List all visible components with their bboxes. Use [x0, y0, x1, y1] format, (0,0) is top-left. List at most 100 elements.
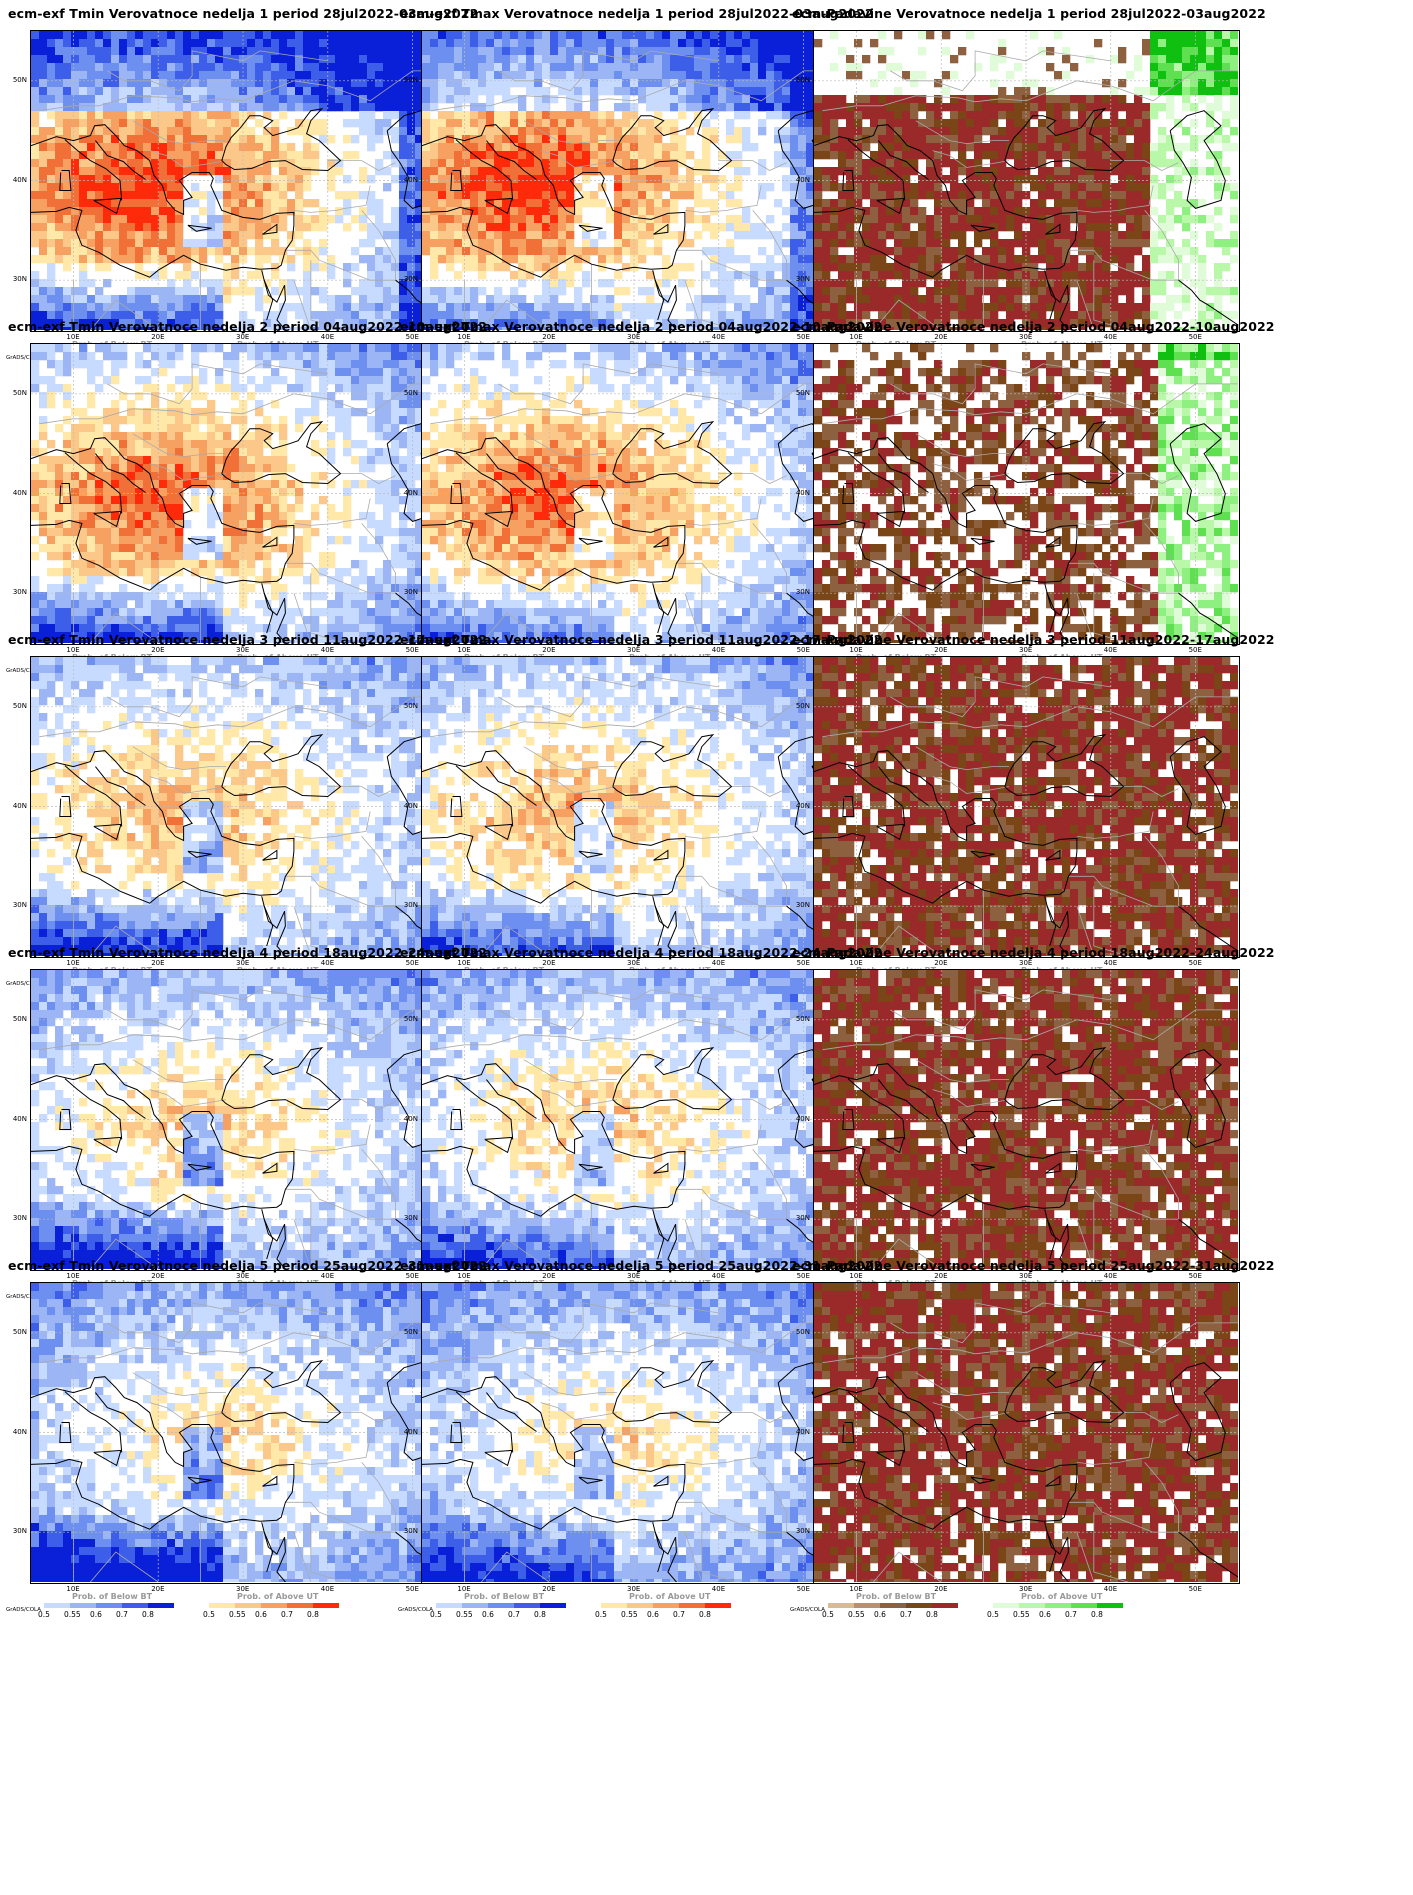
longitude-label: 10E: [849, 1585, 862, 1593]
country-border: [873, 1238, 942, 1269]
country-border: [718, 1412, 787, 1423]
country-border: [676, 875, 787, 907]
coastline: [95, 1079, 146, 1119]
longitude-label: 50E: [406, 333, 419, 341]
coastline: [1178, 592, 1238, 639]
country-border: [701, 573, 736, 643]
map-frame: [421, 30, 848, 332]
longitude-label: 40E: [321, 646, 334, 654]
colorbar-swatch: [44, 1603, 70, 1608]
country-border: [684, 185, 762, 213]
longitude-label: 40E: [712, 333, 725, 341]
above-colorbar: [601, 1603, 731, 1608]
coastline: [654, 593, 665, 634]
coastline: [612, 733, 733, 798]
country-border: [752, 1462, 788, 1533]
country-border: [149, 1402, 227, 1420]
country-border: [132, 120, 226, 145]
map-frame: [30, 343, 457, 645]
coastline: [842, 1422, 855, 1443]
colorbar-tick-label: 0.55: [848, 1610, 874, 1619]
colorbar-swatch: [488, 1603, 514, 1608]
coastline: [654, 280, 665, 321]
latitude-label: 50N: [0, 1015, 27, 1023]
coastline: [484, 1449, 513, 1467]
map-title: ecm-exf Tmax Verovatnoce nedelja 2 perio…: [400, 319, 882, 334]
map-panel: ecm-Padavine Verovatnoce nedelja 5 perio…: [788, 1252, 1275, 1631]
coastline: [450, 170, 463, 191]
country-border: [293, 1124, 371, 1152]
coastline: [64, 1391, 123, 1453]
colorbar-tick-label: 0.6: [874, 1610, 900, 1619]
latitude-label: 40N: [782, 802, 810, 810]
map-frame: [421, 969, 848, 1271]
coastline: [93, 510, 122, 528]
map-panel: ecm-Padavine Verovatnoce nedelja 1 perio…: [788, 0, 1266, 379]
country-border: [481, 925, 550, 956]
country-border: [498, 363, 719, 405]
coastline: [1045, 1475, 1061, 1487]
coastline: [842, 170, 855, 191]
country-border: [676, 1188, 787, 1220]
country-border: [684, 498, 762, 526]
latitude-label: 30N: [782, 901, 810, 909]
country-border: [540, 1402, 618, 1420]
coastline: [847, 1078, 906, 1140]
colorbar-swatch: [96, 1603, 122, 1608]
latitude-label: 30N: [782, 1214, 810, 1222]
country-border: [684, 593, 703, 643]
country-border: [293, 280, 312, 330]
longitude-label: 20E: [542, 333, 555, 341]
country-border: [285, 875, 396, 907]
map-title: ecm-exf Tmin Verovatnoce nedelja 5 perio…: [8, 1258, 487, 1273]
country-border: [1110, 473, 1179, 484]
country-border: [293, 811, 371, 839]
latitude-label: 30N: [390, 901, 418, 909]
longitude-label: 20E: [151, 1272, 164, 1280]
latitude-label: 30N: [390, 1214, 418, 1222]
coastline: [1169, 736, 1226, 835]
credit-label: GrADS/COLA: [6, 981, 41, 987]
map-panel: ecm-Padavine Verovatnoce nedelja 4 perio…: [788, 939, 1275, 1318]
country-border: [1144, 1462, 1180, 1533]
country-border: [498, 676, 719, 718]
country-border: [1093, 260, 1128, 330]
longitude-label: 40E: [1104, 1272, 1117, 1280]
latitude-label: 50N: [390, 1015, 418, 1023]
longitude-label: 40E: [321, 1272, 334, 1280]
coastline: [422, 124, 686, 278]
map-panel: ecm-exf Tmin Verovatnoce nedelja 5 perio…: [4, 1252, 487, 1631]
map-frame: [30, 30, 457, 332]
coastline: [612, 1359, 733, 1424]
coastline: [1169, 1049, 1226, 1148]
colorbar-tick-label: 0.8: [142, 1610, 168, 1619]
country-border: [293, 593, 312, 643]
latitude-label: 40N: [782, 1428, 810, 1436]
longitude-label: 30E: [1019, 646, 1032, 654]
longitude-label: 20E: [542, 646, 555, 654]
country-border: [523, 746, 617, 771]
country-border: [752, 1149, 788, 1220]
country-border: [430, 696, 846, 738]
map-panel: ecm-exf Tmax Verovatnoce nedelja 5 perio…: [396, 1252, 882, 1631]
coastline: [262, 1475, 278, 1487]
country-border: [39, 383, 455, 425]
longitude-label: 10E: [849, 333, 862, 341]
country-border: [684, 1532, 703, 1582]
map-panel: ecm-Padavine Verovatnoce nedelja 2 perio…: [788, 313, 1275, 692]
coastline: [93, 1449, 122, 1467]
coastline: [1004, 1359, 1125, 1424]
country-border: [293, 1532, 312, 1582]
longitude-label: 50E: [1189, 646, 1202, 654]
latitude-label: 40N: [390, 1115, 418, 1123]
longitude-label: 30E: [1019, 959, 1032, 967]
map-panel: ecm-exf Tmin Verovatnoce nedelja 2 perio…: [4, 313, 487, 692]
latitude-label: 30N: [782, 1527, 810, 1535]
country-border: [1076, 1219, 1095, 1269]
credit-label: GrADS/COLA: [6, 355, 41, 361]
colorbar-tick-label: 0.8: [699, 1610, 725, 1619]
coastline: [878, 453, 929, 493]
country-border: [285, 249, 396, 281]
map-panel: ecm-exf Tmin Verovatnoce nedelja 4 perio…: [4, 939, 487, 1318]
longitude-label: 30E: [627, 333, 640, 341]
